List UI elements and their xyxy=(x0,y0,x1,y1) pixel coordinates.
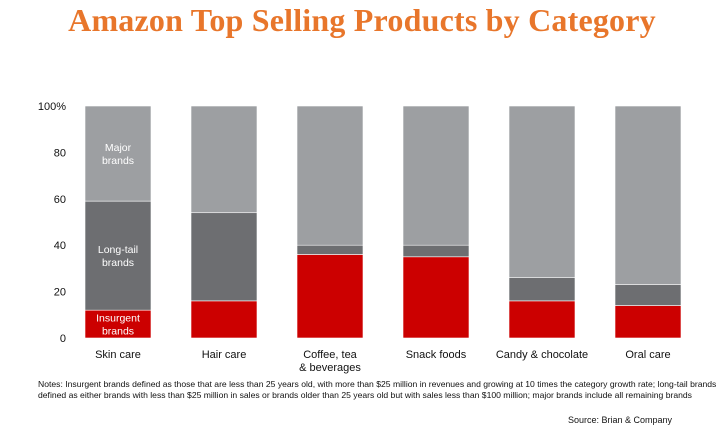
bar-segment-insurgent xyxy=(296,254,364,339)
bar-stack xyxy=(614,105,682,339)
bar-segment-long-tail xyxy=(508,277,576,302)
bar-segment-major xyxy=(614,105,682,285)
bar-segment-long-tail xyxy=(402,244,470,258)
chart-title: Amazon Top Selling Products by Category xyxy=(68,2,656,38)
bar-segment-long-tail xyxy=(190,212,258,302)
x-tick-label: Hair care xyxy=(202,349,247,361)
bar-segment-insurgent xyxy=(508,300,576,339)
bar-stack xyxy=(84,105,152,339)
chart-notes: Notes: Insurgent brands defined as those… xyxy=(38,379,717,400)
x-tick-label: Skin care xyxy=(95,349,141,361)
x-tick-label: Coffee, tea xyxy=(303,349,357,361)
series-label: Insurgent xyxy=(96,313,140,325)
bar-segment-insurgent xyxy=(614,305,682,339)
bar-segment-major xyxy=(296,105,364,246)
bar-stack xyxy=(508,105,576,339)
bar-segment-long-tail xyxy=(614,284,682,306)
bar-segment-major xyxy=(402,105,470,246)
y-axis: 0 20 40 60 80 100% xyxy=(38,101,66,345)
bar-stack xyxy=(190,105,258,339)
y-tick-label: 20 xyxy=(54,287,66,299)
bar-segment-insurgent xyxy=(84,309,152,339)
y-tick-label: 60 xyxy=(54,194,66,206)
x-tick-label: & beverages xyxy=(299,362,361,374)
bar-stack xyxy=(402,105,470,339)
bar-stack xyxy=(296,105,364,339)
series-label: brands xyxy=(102,155,134,167)
y-tick-label: 100% xyxy=(38,101,66,113)
bar-segment-major xyxy=(508,105,576,278)
chart-source: Source: Brian & Company xyxy=(567,415,672,425)
series-labels: InsurgentbrandsLong-tailbrandsMajorbrand… xyxy=(96,142,140,338)
x-axis: Skin care Hair care Coffee, tea& beverages… xyxy=(95,349,671,374)
y-tick-label: 0 xyxy=(60,333,66,345)
bar-segment-insurgent xyxy=(190,300,258,339)
series-label: Major xyxy=(105,142,132,154)
y-tick-label: 80 xyxy=(54,147,66,159)
y-tick-label: 40 xyxy=(54,240,66,252)
x-tick-label: Candy & chocolate xyxy=(496,349,588,361)
bar-segment-insurgent xyxy=(402,256,470,339)
x-tick-label: Oral care xyxy=(625,349,670,361)
x-tick-label: Snack foods xyxy=(406,349,467,361)
series-label: brands xyxy=(102,257,134,269)
bar-segment-long-tail xyxy=(296,244,364,255)
series-label: brands xyxy=(102,326,134,338)
bars-group xyxy=(84,105,682,339)
series-label: Long-tail xyxy=(98,244,138,256)
bar-segment-major xyxy=(190,105,258,214)
bar-segment-major xyxy=(84,105,152,202)
